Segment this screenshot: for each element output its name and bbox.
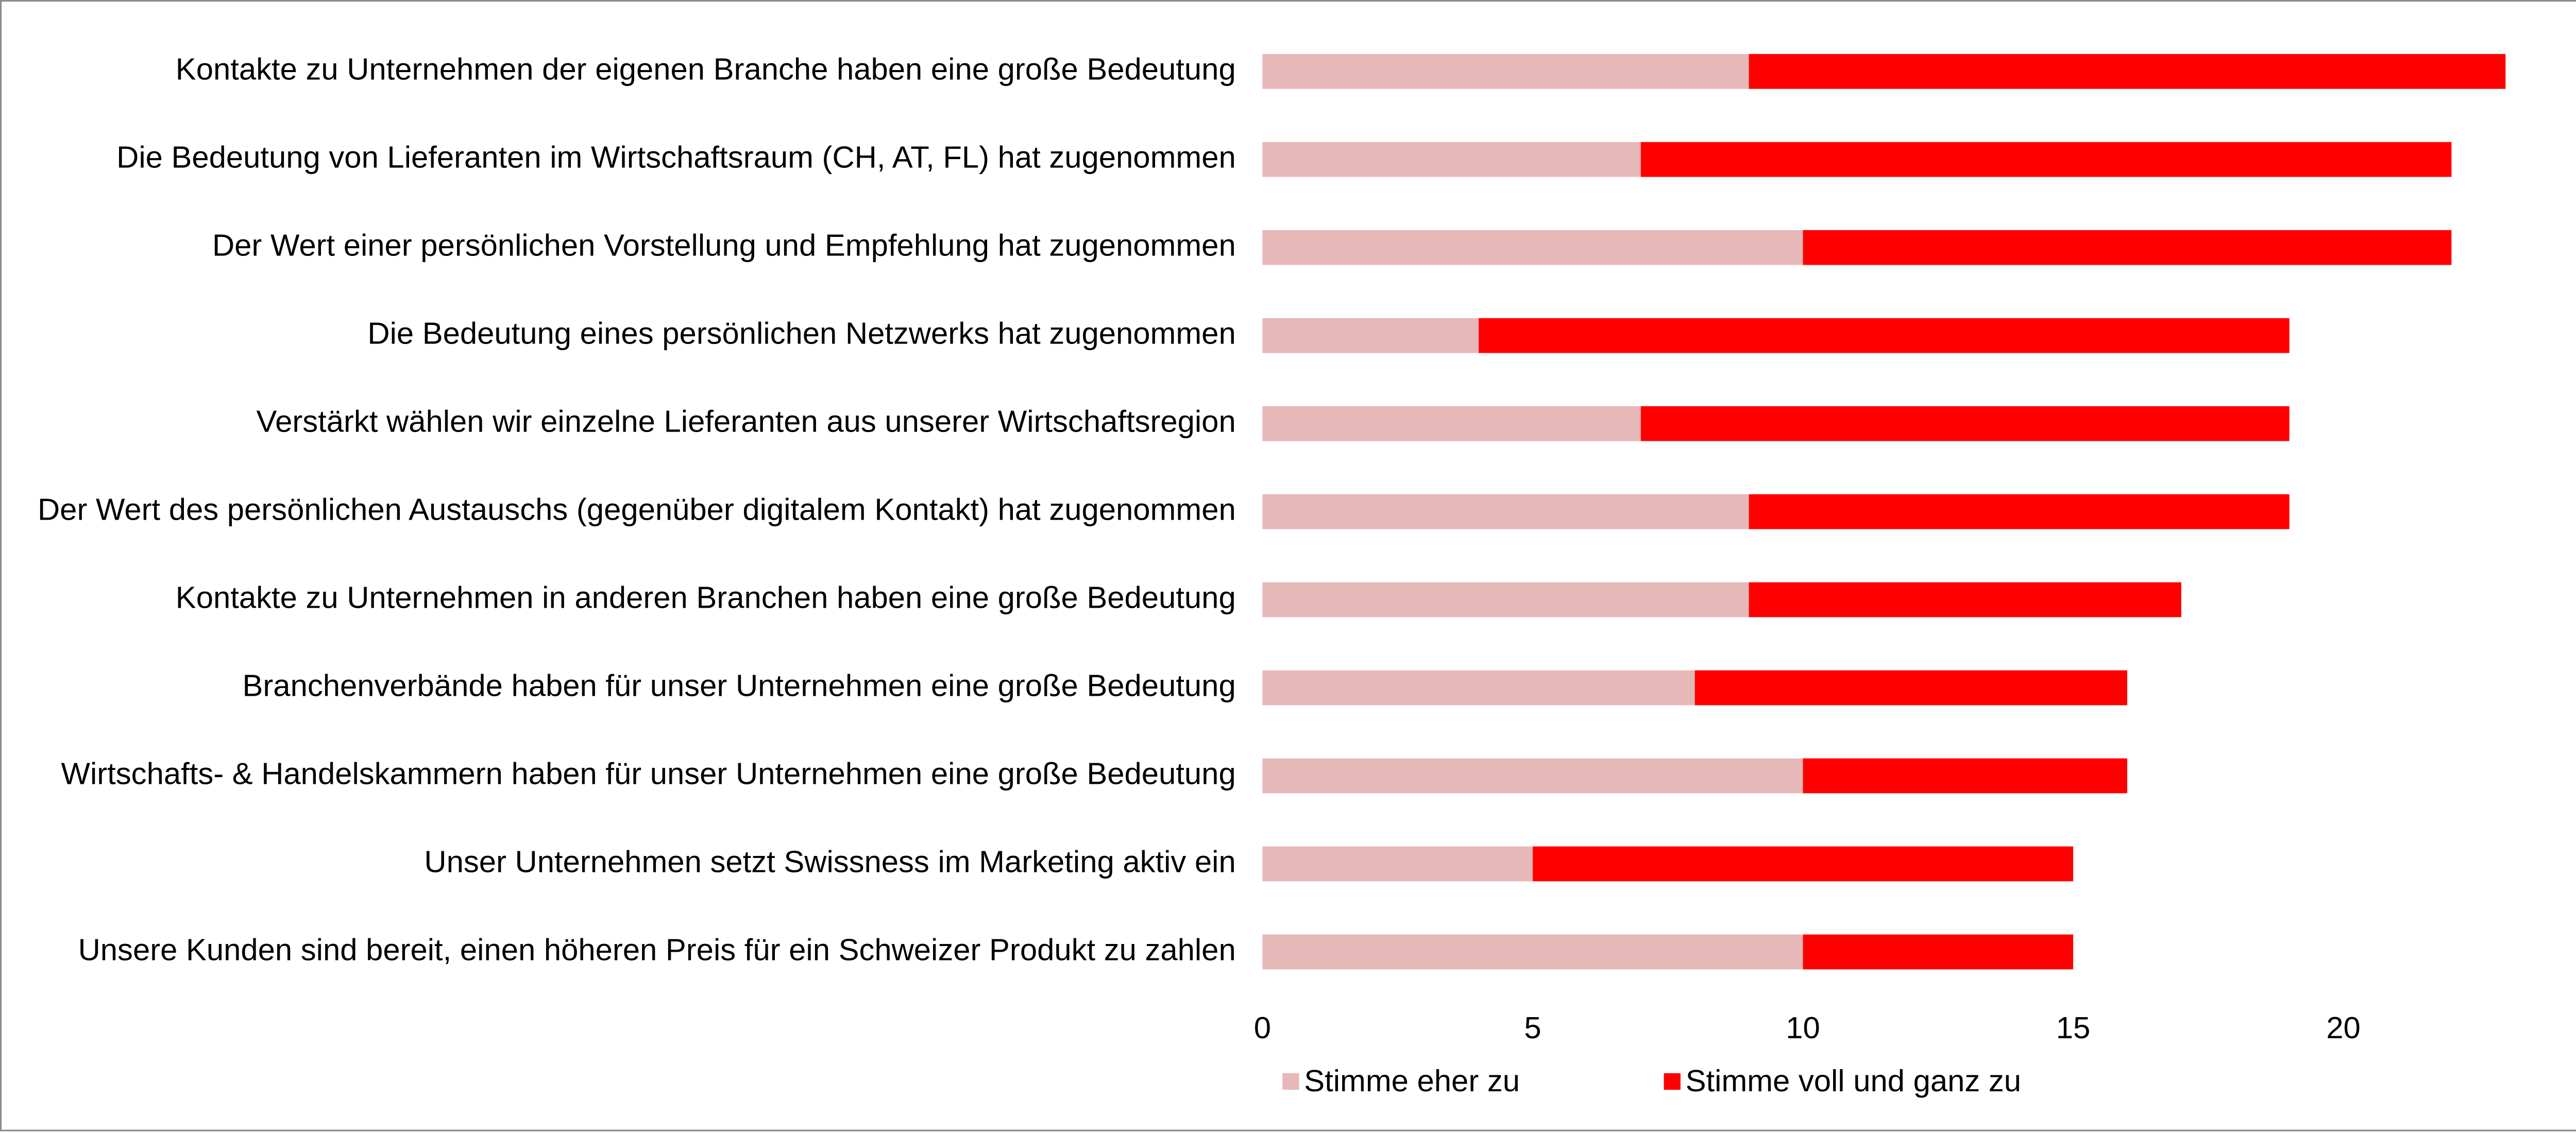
bar	[1803, 934, 2074, 970]
bar	[1262, 142, 1641, 177]
y-tick-label: Die Bedeutung von Lieferanten im Wirtsch…	[116, 140, 1236, 174]
y-tick-label: Der Wert des persönlichen Austauschs (ge…	[38, 492, 1236, 526]
y-tick-label: Kontakte zu Unternehmen der eigenen Bran…	[176, 52, 1236, 87]
legend-swatch	[1282, 1073, 1299, 1090]
bar	[1803, 758, 2127, 794]
y-tick-label: Branchenverbände haben für unser Unterne…	[243, 668, 1236, 702]
bar	[1262, 758, 1803, 794]
legend-label: Stimme voll und ganz zu	[1686, 1063, 2021, 1098]
legend-swatch	[1664, 1073, 1681, 1090]
bar	[1749, 494, 2290, 529]
legend-label: Stimme eher zu	[1304, 1063, 1520, 1098]
x-tick-label: 15	[2056, 1010, 2091, 1045]
y-tick-label: Kontakte zu Unternehmen in anderen Branc…	[176, 580, 1236, 614]
bar	[1803, 230, 2452, 265]
x-tick-label: 20	[2326, 1010, 2361, 1045]
bar	[1640, 406, 2290, 441]
bar	[1262, 406, 1641, 441]
bar	[1262, 670, 1695, 706]
y-tick-label: Unser Unternehmen setzt Swissness im Mar…	[424, 844, 1235, 879]
bar	[1262, 582, 1749, 617]
bar	[1262, 318, 1479, 353]
bar	[1479, 318, 2290, 353]
x-tick-label: 0	[1254, 1010, 1271, 1045]
x-tick-label: 10	[1786, 1010, 1820, 1045]
bar	[1640, 142, 2452, 177]
y-tick-label: Unsere Kunden sind bereit, einen höheren…	[78, 932, 1236, 967]
bar	[1749, 582, 2181, 617]
bar	[1262, 934, 1803, 970]
bar	[1694, 670, 2127, 706]
bar	[1749, 54, 2506, 89]
bar	[1262, 494, 1749, 529]
bar	[1262, 54, 1749, 89]
bar	[1262, 230, 1803, 265]
y-tick-label: Verstärkt wählen wir einzelne Lieferante…	[257, 404, 1236, 438]
bar	[1532, 846, 2074, 882]
y-tick-label: Der Wert einer persönlichen Vorstellung …	[212, 228, 1236, 262]
x-tick-label: 5	[1524, 1010, 1541, 1045]
bar	[1262, 846, 1533, 882]
y-tick-label: Wirtschafts- & Handelskammern haben für …	[61, 756, 1236, 791]
y-tick-label: Die Bedeutung eines persönlichen Netzwer…	[367, 316, 1235, 350]
